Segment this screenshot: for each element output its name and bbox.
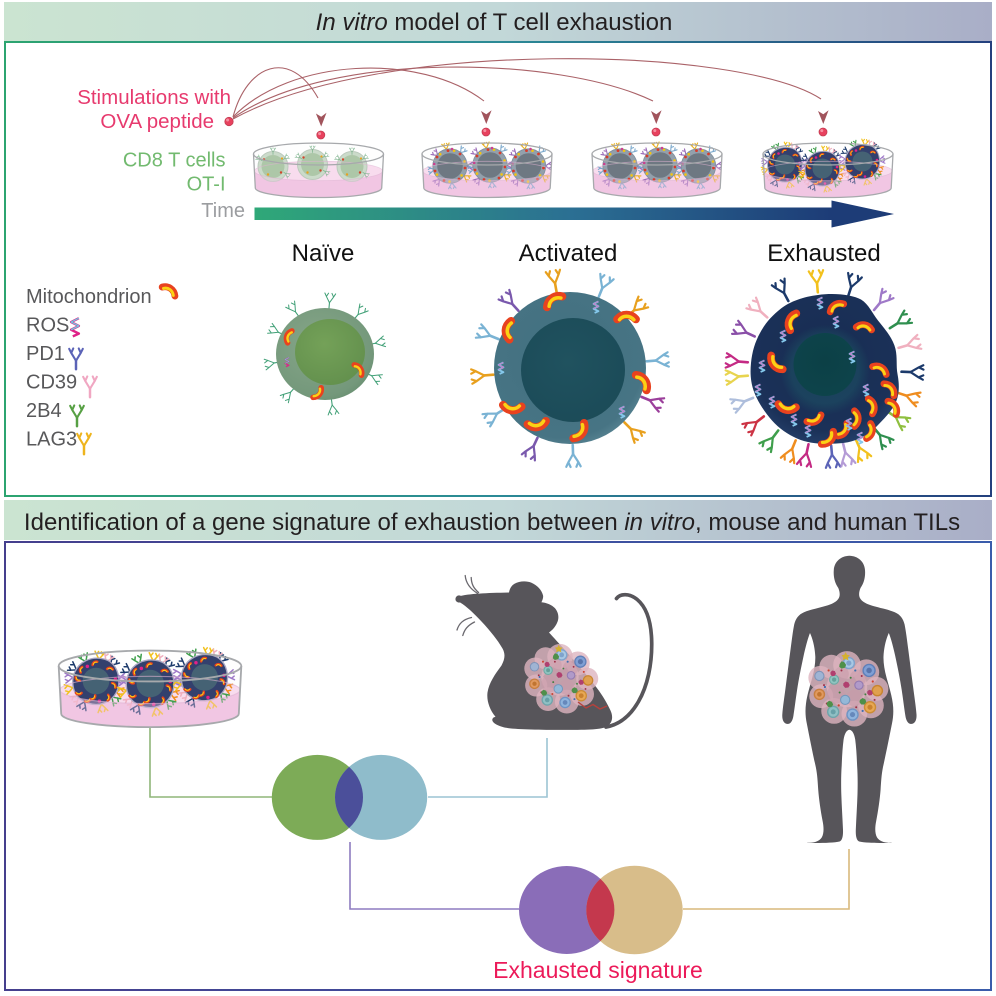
svg-text:OVA peptide: OVA peptide xyxy=(100,110,214,133)
svg-text:Exhausted signature: Exhausted signature xyxy=(493,957,703,983)
svg-text:ROS: ROS xyxy=(26,315,69,337)
svg-text:Time: Time xyxy=(201,200,245,222)
svg-text:Identification of a gene signa: Identification of a gene signature of ex… xyxy=(24,509,960,536)
svg-text:Activated: Activated xyxy=(519,240,618,267)
svg-text:CD39: CD39 xyxy=(26,372,77,394)
svg-text:Naïve: Naïve xyxy=(292,240,355,267)
svg-text:PD1: PD1 xyxy=(26,343,65,365)
svg-text:2B4: 2B4 xyxy=(26,400,62,422)
svg-text:In vitro model of T cell exhau: In vitro model of T cell exhaustion xyxy=(316,9,673,36)
svg-text:OT-I: OT-I xyxy=(187,174,226,196)
svg-text:Stimulations with: Stimulations with xyxy=(77,86,231,109)
svg-text:CD8 T cells: CD8 T cells xyxy=(123,150,226,172)
svg-text:Exhausted: Exhausted xyxy=(767,240,880,267)
svg-text:LAG3: LAG3 xyxy=(26,429,77,451)
svg-text:Mitochondrion: Mitochondrion xyxy=(26,286,152,308)
